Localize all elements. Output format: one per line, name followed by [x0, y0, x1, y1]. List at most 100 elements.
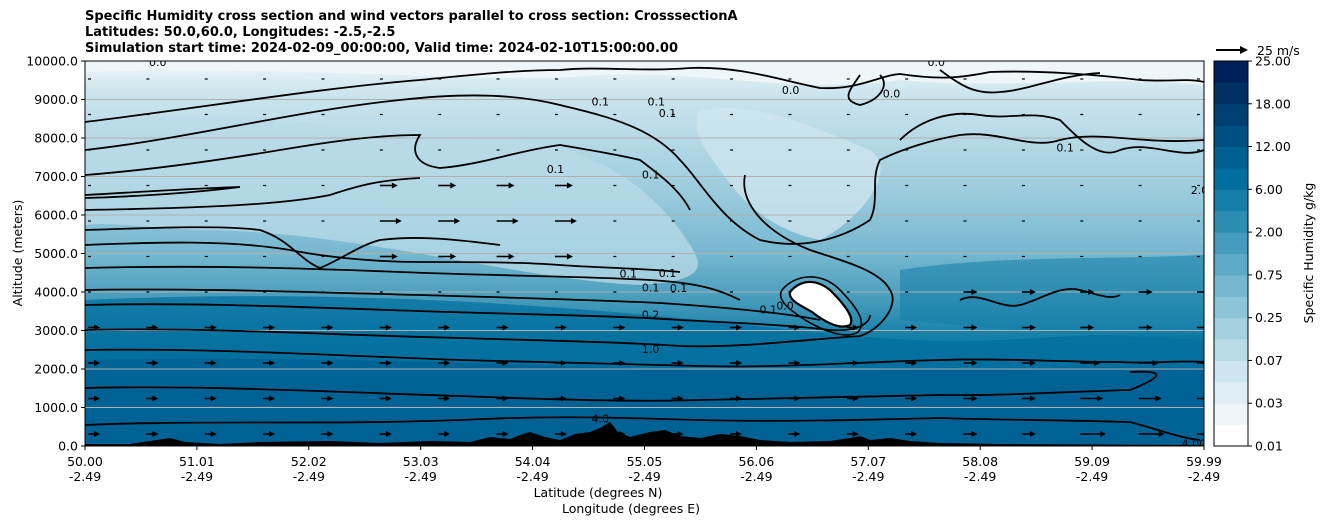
- contour-label: 0.1: [670, 282, 688, 295]
- x-tick-label-latitude: 55.05: [627, 454, 663, 469]
- wind-vector-head: [385, 360, 392, 366]
- contour-label: 0.0: [782, 84, 800, 97]
- wind-vector-head: [210, 431, 217, 437]
- contour-label: 0.0: [149, 56, 167, 69]
- colorbar-swatch: [1214, 424, 1248, 447]
- chart-title-line-1: Specific Humidity cross section and wind…: [85, 9, 738, 24]
- wind-vector-head: [94, 431, 100, 437]
- wind-vector-head: [502, 324, 509, 331]
- contour-label: 0.2: [642, 308, 660, 321]
- colorbar-swatch: [1214, 125, 1248, 148]
- terrain: [85, 422, 1204, 446]
- wind-vector-head: [327, 431, 334, 437]
- wind-vector-head: [454, 218, 461, 224]
- wind-vector-head: [152, 431, 159, 437]
- y-axis: 0.0 1000.0 2000.0 3000.0 4000.0 5000.0 6000.0 7…: [26, 54, 85, 454]
- contour-label: 0.1: [620, 268, 638, 281]
- contour-line: [959, 288, 1121, 307]
- contour-label: 0.1: [592, 95, 610, 108]
- wind-vector-head: [1205, 325, 1211, 331]
- wind-vector-head: [502, 395, 509, 402]
- humidity-band: [900, 255, 1204, 340]
- x-tick-label-latitude: 58.08: [962, 454, 998, 469]
- colorbar-tick-label: 0.25: [1255, 310, 1283, 325]
- contour-line: [85, 177, 421, 211]
- wind-vector-head: [852, 431, 859, 437]
- x-tick-label-latitude: 54.04: [515, 454, 551, 469]
- x-tick-label-longitude: -2.49: [69, 469, 101, 484]
- x-axis-label-longitude: Longitude (degrees E): [562, 501, 700, 516]
- humidity-band: [696, 108, 881, 240]
- wind-vector-head: [450, 253, 457, 260]
- contour-label: 0.1: [659, 107, 677, 120]
- colorbar-label: Specific Humidity g/kg: [1301, 183, 1316, 324]
- quiver-key: 25 m/s: [1216, 43, 1300, 58]
- y-tick-label: 4000.0: [34, 285, 78, 300]
- y-tick-label: 9000.0: [34, 92, 78, 107]
- humidity-band: [85, 117, 698, 286]
- wind-vector-head: [391, 253, 398, 260]
- wind-vector-head: [736, 431, 743, 437]
- colorbar-swatch: [1214, 274, 1248, 297]
- contour-label: 0.0: [883, 88, 901, 101]
- colorbar-swatch: [1214, 317, 1248, 340]
- wind-vector-head: [508, 182, 515, 189]
- wind-vector-head: [269, 431, 276, 437]
- wind-vector-head: [385, 395, 392, 402]
- wind-vector-head: [444, 360, 451, 366]
- wind-vector-head: [94, 360, 100, 366]
- wind-vector-head: [794, 431, 801, 437]
- contour-label: 0.1: [659, 267, 677, 280]
- colorbar-swatch: [1214, 61, 1248, 83]
- wind-vector-head: [1155, 395, 1162, 402]
- wind-vectors: [88, 78, 1211, 437]
- wind-vector-head: [94, 395, 100, 402]
- wind-vector-head: [911, 395, 918, 402]
- wind-vector-head: [1029, 395, 1036, 402]
- wind-vector-head: [1100, 431, 1107, 437]
- wind-vector-head: [385, 324, 392, 331]
- wind-vector-head: [852, 395, 859, 402]
- wind-vector-head: [677, 395, 684, 402]
- contour-line: [85, 416, 1201, 441]
- colorbar-swatch: [1214, 339, 1248, 361]
- wind-vector-head: [512, 218, 519, 224]
- humidity-band: [85, 358, 1204, 446]
- contour-line: [85, 241, 681, 273]
- wind-vector-head: [152, 360, 159, 366]
- wind-vector-head: [619, 431, 626, 437]
- wind-vector-head: [1088, 289, 1095, 295]
- colorbar-tick-label: 12.00: [1255, 139, 1291, 154]
- colorbar-swatch: [1214, 189, 1248, 212]
- wind-vector-head: [677, 360, 684, 366]
- x-axis-label-latitude: Latitude (degrees N): [534, 485, 663, 500]
- wind-vector-head: [152, 395, 159, 402]
- y-tick-label: 1000.0: [34, 400, 78, 415]
- x-tick-label-latitude: 59.09: [1074, 454, 1110, 469]
- humidity-band: [85, 61, 1204, 85]
- contour-line: [779, 276, 863, 336]
- wind-vector-head: [852, 360, 859, 366]
- contour-lines: [85, 66, 1204, 441]
- wind-vector-head: [269, 395, 276, 402]
- humidity-pocket: [788, 280, 853, 328]
- wind-vector-head: [619, 395, 626, 402]
- wind-vector-head: [444, 324, 451, 331]
- wind-vector-head: [560, 431, 567, 437]
- contour-line: [85, 288, 821, 321]
- wind-vector-head: [1097, 395, 1104, 402]
- wind-vector-head: [911, 360, 918, 366]
- colorbar-tick-label: 2.00: [1255, 225, 1283, 240]
- colorbar-swatch: [1214, 210, 1248, 233]
- x-tick-label-longitude: -2.49: [293, 469, 325, 484]
- y-axis-label: Altitude (meters): [10, 200, 25, 307]
- contour-line: [85, 226, 501, 269]
- x-tick-label-latitude: 51.01: [179, 454, 215, 469]
- y-tick-label: 3000.0: [34, 323, 78, 338]
- wind-vector-head: [971, 360, 978, 366]
- chart-title-line-2: Latitudes: 50.0,60.0, Longitudes: -2.5,-…: [85, 25, 396, 40]
- wind-vector-head: [736, 324, 743, 331]
- contour-line: [85, 134, 691, 211]
- colorbar-swatch: [1214, 253, 1248, 276]
- y-tick-label: 0.0: [58, 439, 78, 454]
